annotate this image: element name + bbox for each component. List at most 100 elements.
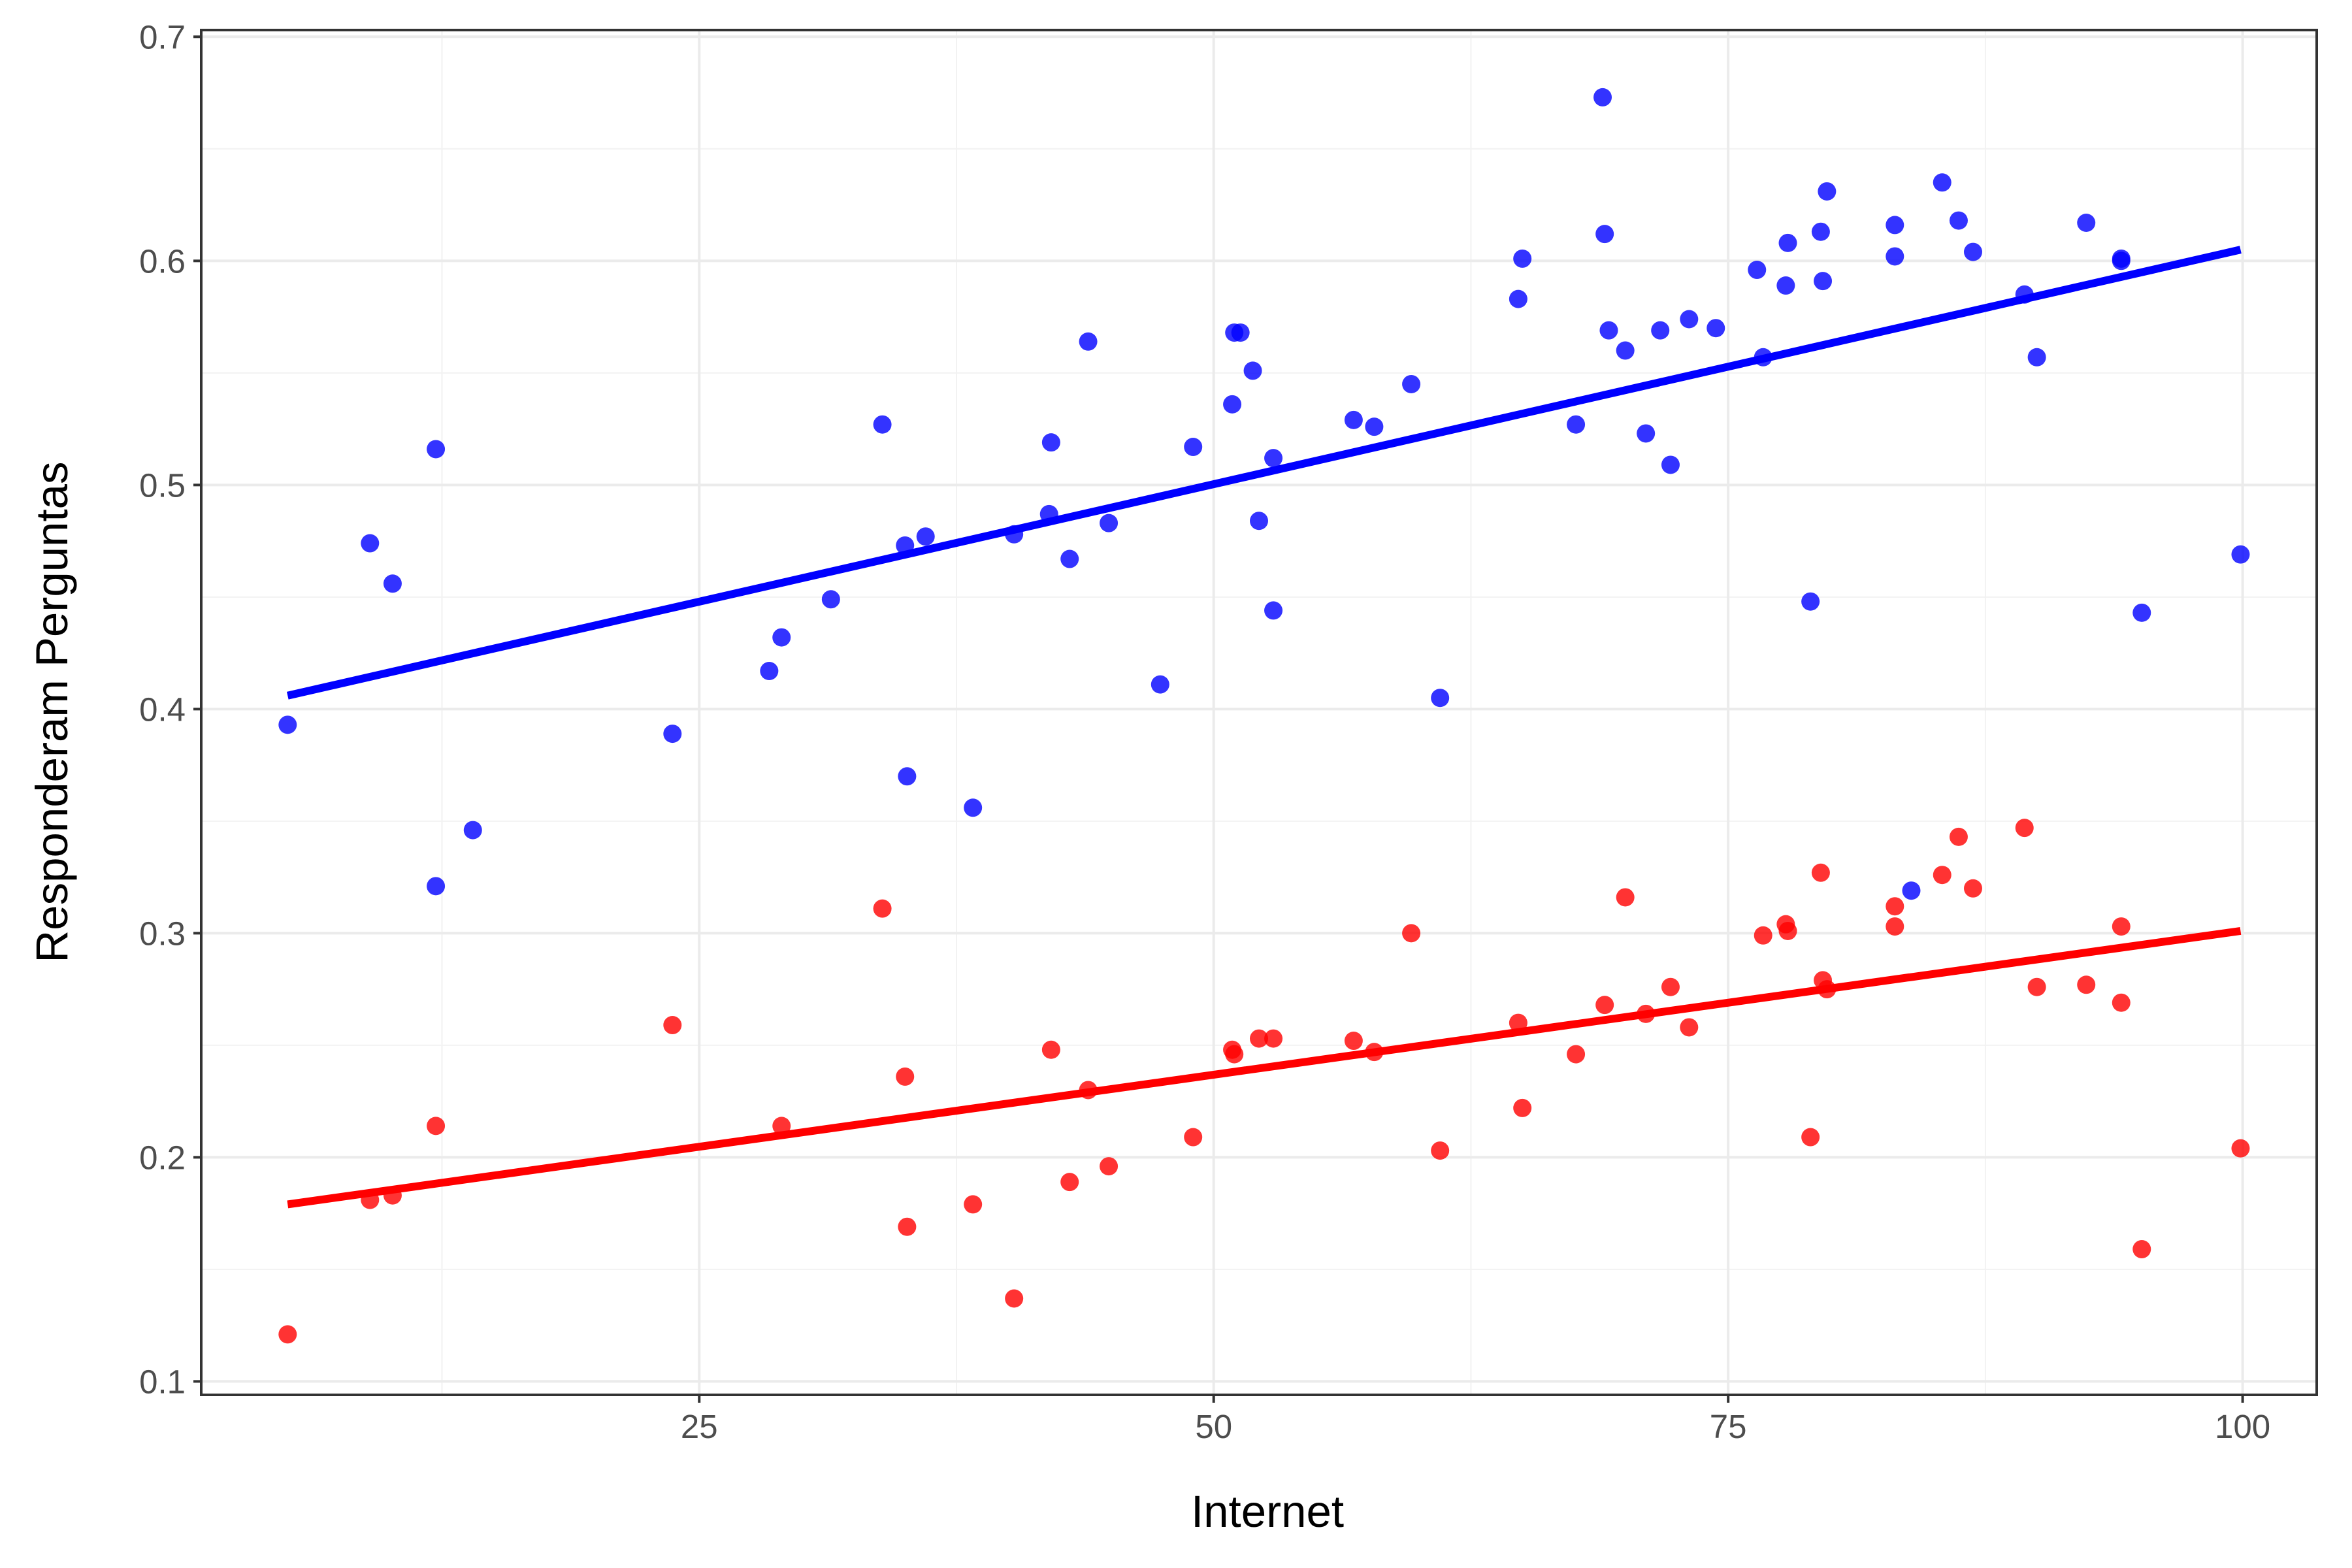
data-point: [873, 899, 892, 918]
data-point: [1250, 1029, 1268, 1048]
trend-line: [286, 246, 2242, 700]
data-point: [1748, 261, 1767, 280]
data-point: [1595, 225, 1614, 244]
data-point: [2112, 917, 2131, 936]
data-point: [964, 1195, 983, 1214]
data-point: [1933, 173, 1952, 192]
data-point: [361, 534, 380, 553]
data-point: [427, 877, 446, 896]
data-point: [1513, 249, 1532, 268]
data-point: [1250, 512, 1268, 531]
data-point: [1949, 827, 1968, 846]
data-point: [1680, 310, 1699, 329]
data-point: [2132, 1240, 2151, 1259]
data-point: [1402, 374, 1421, 393]
data-point: [2231, 545, 2250, 564]
data-point: [1100, 514, 1119, 532]
data-point: [1431, 1141, 1450, 1160]
data-point: [1811, 222, 1830, 241]
data-point: [1661, 455, 1680, 474]
data-point: [1680, 1018, 1699, 1037]
data-point: [772, 1117, 791, 1135]
data-point: [1509, 1013, 1527, 1032]
series-layer: [278, 88, 2250, 1344]
data-point: [1902, 881, 1921, 900]
data-point: [1344, 1032, 1363, 1051]
data-point: [1814, 272, 1833, 291]
data-point: [2077, 213, 2096, 232]
data-point: [1801, 592, 1820, 611]
data-point: [278, 715, 297, 734]
data-point: [1567, 1045, 1586, 1064]
y-axis-title: Responderam Perguntas: [27, 461, 77, 962]
data-point: [1223, 395, 1242, 414]
data-point: [1264, 449, 1283, 468]
data-point: [663, 725, 682, 743]
data-point: [1243, 361, 1262, 380]
x-tick-label: 50: [1195, 1408, 1232, 1445]
data-point: [1231, 323, 1250, 342]
data-point: [2112, 252, 2131, 270]
data-point: [1041, 1040, 1060, 1059]
plot-panel-border: [200, 29, 2318, 1396]
series-1: [278, 88, 2250, 900]
data-point: [1184, 438, 1203, 457]
y-tick-label: 0.4: [139, 691, 186, 728]
data-point: [1151, 675, 1169, 694]
trend-line: [287, 927, 2242, 1209]
data-point: [427, 1117, 446, 1135]
data-point: [1595, 996, 1614, 1015]
data-point: [1599, 321, 1618, 340]
data-point: [2027, 348, 2046, 367]
x-tick-label: 75: [1710, 1408, 1747, 1445]
axes: 25 50 75 100 0.1 0.2 0.3 0.4 0.5 0.6 0.7: [139, 18, 2270, 1445]
data-point: [1264, 601, 1283, 620]
series-2: [278, 819, 2250, 1344]
data-point: [1818, 182, 1837, 201]
data-point: [1886, 216, 1904, 235]
y-tick-label: 0.5: [139, 466, 186, 504]
data-point: [1637, 424, 1656, 443]
data-point: [1100, 1157, 1119, 1176]
data-point: [1963, 879, 1982, 898]
data-point: [2077, 975, 2096, 994]
data-point: [1225, 1045, 1244, 1064]
x-axis-title: Internet: [1191, 1486, 1344, 1537]
y-tick-label: 0.1: [139, 1363, 186, 1400]
y-tick-label: 0.3: [139, 915, 186, 952]
data-point: [1616, 341, 1635, 360]
data-point: [1344, 410, 1363, 429]
data-point: [898, 1217, 917, 1236]
data-point: [1264, 1029, 1283, 1048]
data-point: [1778, 921, 1797, 940]
gridlines: [201, 30, 2317, 1395]
data-point: [1963, 242, 1982, 261]
data-point: [1661, 977, 1680, 996]
data-point: [1402, 924, 1421, 943]
data-point: [1949, 211, 1968, 230]
data-point: [1801, 1128, 1820, 1147]
data-point: [1509, 289, 1527, 308]
y-tick-label: 0.7: [139, 18, 186, 56]
data-point: [1886, 917, 1904, 936]
data-point: [1365, 417, 1384, 436]
data-point: [821, 590, 840, 609]
data-point: [1811, 863, 1830, 882]
y-tick-label: 0.2: [139, 1139, 186, 1176]
data-point: [1933, 866, 1952, 885]
data-point: [1651, 321, 1670, 340]
x-tick-label: 25: [681, 1408, 718, 1445]
data-point: [1776, 276, 1795, 295]
data-point: [916, 527, 935, 546]
data-point: [383, 574, 402, 593]
data-point: [1616, 888, 1635, 907]
data-point: [1593, 88, 1612, 106]
data-point: [463, 821, 482, 840]
data-point: [1005, 1289, 1024, 1308]
data-point: [873, 415, 892, 434]
data-point: [772, 628, 791, 647]
data-point: [1886, 247, 1904, 266]
data-point: [278, 1325, 297, 1344]
data-point: [964, 798, 983, 817]
data-point: [2132, 603, 2151, 622]
